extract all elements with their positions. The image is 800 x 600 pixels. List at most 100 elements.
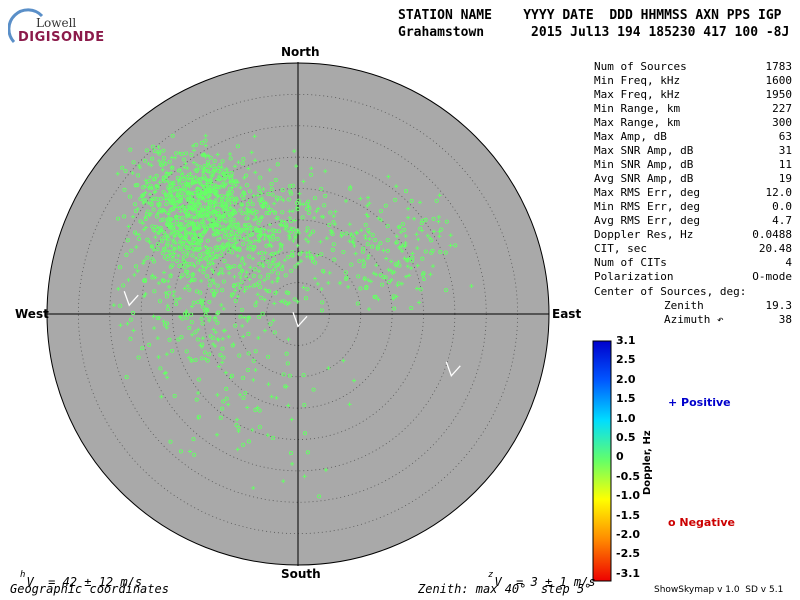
source-point-negative — [392, 306, 397, 311]
source-point-positive — [371, 271, 376, 276]
source-point-negative — [278, 196, 283, 201]
source-point-positive — [153, 183, 158, 188]
source-point-positive — [184, 213, 189, 218]
source-point-negative — [210, 217, 216, 222]
source-point-positive — [263, 233, 268, 238]
source-point-positive — [194, 256, 199, 261]
source-point-negative — [185, 269, 190, 274]
source-point-positive — [196, 416, 201, 421]
stat-value: 31 — [778, 144, 792, 157]
source-point-negative — [116, 216, 121, 221]
source-point-positive — [250, 427, 255, 432]
source-point-positive — [367, 201, 372, 206]
source-point-positive — [155, 225, 160, 230]
source-point-negative — [285, 361, 290, 366]
source-point-positive — [237, 263, 242, 268]
source-point-negative — [288, 229, 293, 235]
source-point-negative — [344, 231, 349, 236]
source-point-negative — [215, 283, 220, 288]
source-point-negative — [183, 184, 188, 189]
source-point-positive — [204, 168, 209, 173]
source-point-negative — [149, 244, 154, 249]
source-point-negative — [127, 194, 133, 199]
source-point-negative — [164, 243, 170, 248]
source-point-negative — [195, 186, 200, 191]
source-point-positive — [220, 241, 225, 246]
source-point-positive — [414, 232, 419, 237]
source-point-negative — [190, 253, 195, 258]
source-point-negative — [193, 357, 198, 363]
source-point-negative — [151, 227, 156, 232]
stat-value: 300 — [772, 116, 792, 129]
source-point-negative — [227, 186, 232, 191]
stat-label: Min Freq, kHz — [594, 74, 681, 87]
source-point-positive — [137, 165, 142, 170]
source-point-negative — [138, 219, 143, 224]
source-point-negative — [246, 331, 251, 336]
source-point-positive — [251, 256, 256, 261]
source-point-positive — [199, 234, 204, 239]
source-point-negative — [202, 163, 207, 168]
source-point-positive — [312, 276, 317, 281]
stat-value: 11 — [778, 158, 792, 171]
header-line-1: STATION NAME YYYY DATE DDD HHMMSS AXN PP… — [398, 8, 782, 23]
source-point-negative — [172, 246, 177, 251]
source-point-negative — [306, 210, 311, 216]
source-point-negative — [378, 241, 383, 246]
source-point-negative — [171, 199, 176, 204]
source-point-negative — [158, 162, 163, 167]
source-point-positive — [437, 229, 442, 234]
source-point-positive — [228, 151, 233, 156]
source-point-positive — [156, 204, 161, 209]
source-point-positive — [287, 300, 292, 305]
source-point-negative — [393, 262, 398, 267]
source-point-positive — [244, 226, 249, 231]
source-point-positive — [236, 160, 241, 165]
source-point-negative — [196, 337, 201, 342]
source-point-negative — [123, 168, 128, 174]
source-point-negative — [175, 175, 180, 181]
source-point-negative — [243, 390, 248, 396]
source-point-negative — [246, 233, 251, 238]
source-point-positive — [233, 221, 238, 226]
source-point-negative — [232, 264, 237, 269]
source-point-negative — [380, 282, 385, 287]
source-point-negative — [187, 287, 192, 292]
source-point-positive — [166, 211, 171, 216]
source-point-positive — [247, 284, 252, 289]
source-point-positive — [213, 220, 218, 225]
software-version: ShowSkymap v 1.0 SD v 5.1 — [654, 585, 784, 595]
source-point-positive — [293, 235, 298, 240]
source-point-negative — [349, 262, 354, 267]
source-point-positive — [315, 281, 320, 286]
source-point-positive — [245, 318, 250, 323]
source-point-positive — [253, 367, 258, 372]
source-point-positive — [287, 233, 292, 238]
source-point-positive — [286, 403, 291, 408]
source-point-positive — [281, 198, 286, 203]
source-point-positive — [306, 239, 311, 244]
source-point-negative — [217, 176, 222, 181]
source-point-positive — [200, 176, 205, 181]
source-point-positive — [224, 182, 229, 187]
source-point-negative — [304, 206, 309, 212]
zenith-scale: Zenith: max 40° step 5° — [418, 582, 592, 596]
source-point-positive — [252, 134, 257, 139]
source-point-positive — [290, 209, 295, 214]
source-point-positive — [397, 245, 402, 250]
source-point-positive — [159, 227, 164, 232]
source-point-positive — [352, 378, 357, 383]
source-point-negative — [166, 306, 171, 312]
source-point-negative — [409, 198, 414, 203]
source-point-positive — [215, 311, 220, 316]
source-point-positive — [167, 172, 172, 177]
source-point-positive — [174, 213, 179, 218]
source-point-positive — [353, 251, 358, 256]
source-point-positive — [326, 366, 331, 371]
source-point-negative — [246, 222, 251, 227]
source-point-negative — [443, 250, 448, 255]
source-point-negative — [269, 269, 274, 274]
source-point-negative — [223, 234, 228, 239]
source-point-negative — [241, 241, 246, 247]
source-point-positive — [193, 175, 198, 180]
